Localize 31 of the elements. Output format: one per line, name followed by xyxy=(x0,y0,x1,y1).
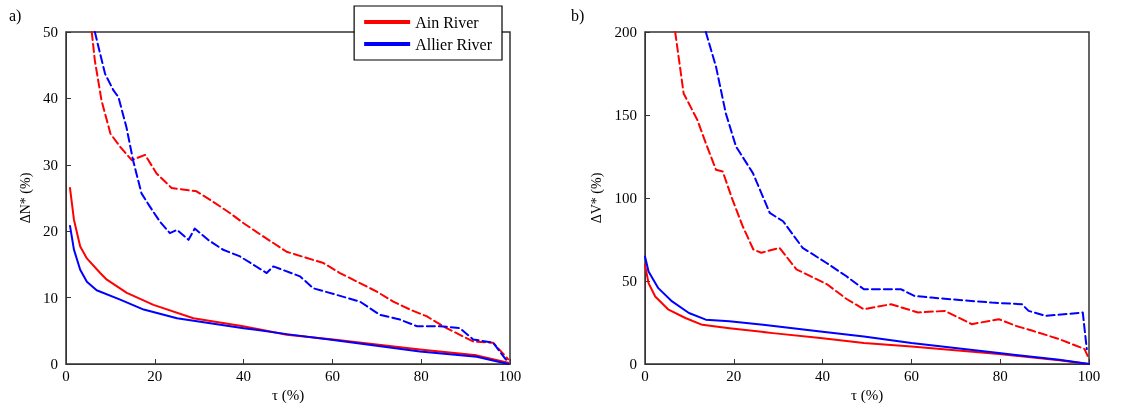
y-tick-label: 20 xyxy=(43,223,58,240)
y-tick-label: 100 xyxy=(614,190,637,206)
x-tick-label: 20 xyxy=(726,367,742,384)
y-tick-label: 40 xyxy=(43,90,58,107)
x-tick-label: 100 xyxy=(498,367,522,384)
legend-label: Allier River xyxy=(415,35,493,53)
x-tick-label: 20 xyxy=(147,367,163,384)
y-tick-label: 50 xyxy=(622,273,637,289)
x-tick-label: 60 xyxy=(324,367,340,384)
y-tick-label: 0 xyxy=(629,356,637,372)
x-tick-label: 40 xyxy=(236,367,252,384)
chart-title: a) xyxy=(9,6,22,25)
x-tick-label: 80 xyxy=(413,367,429,384)
y-tick-label: 10 xyxy=(43,289,58,306)
x-tick-label: 100 xyxy=(1077,367,1101,384)
x-tick-label: 80 xyxy=(992,367,1008,384)
y-tick-label: 0 xyxy=(50,356,58,372)
x-tick-label: 0 xyxy=(641,367,649,384)
legend-label: Ain River xyxy=(415,13,480,31)
x-tick-label: 0 xyxy=(62,367,70,384)
y-axis-title: ΔN* (%) xyxy=(17,172,34,224)
x-axis-title: τ (%) xyxy=(271,387,305,405)
chart-title: b) xyxy=(571,6,585,25)
x-tick-label: 60 xyxy=(903,367,919,384)
y-tick-label: 200 xyxy=(614,24,637,40)
y-tick-label: 50 xyxy=(43,24,58,40)
y-axis-title: ΔV* (%) xyxy=(589,172,606,224)
y-tick-label: 30 xyxy=(43,156,58,173)
x-axis-title: τ (%) xyxy=(850,387,884,405)
y-tick-label: 150 xyxy=(614,107,637,123)
x-tick-label: 40 xyxy=(815,367,831,384)
